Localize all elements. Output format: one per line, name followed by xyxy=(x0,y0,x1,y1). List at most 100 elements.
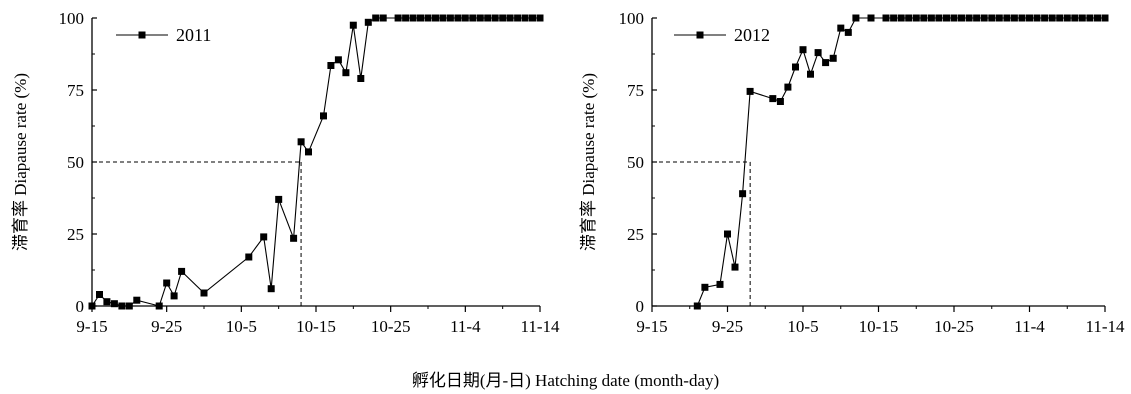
x-tick-label: 11-14 xyxy=(1085,317,1125,336)
data-point xyxy=(372,14,380,22)
data-point xyxy=(882,14,890,22)
series-line-2012 xyxy=(696,17,1105,307)
data-point xyxy=(305,148,312,156)
data-point xyxy=(1101,14,1109,22)
data-point xyxy=(320,112,327,120)
data-point xyxy=(890,14,898,22)
data-point xyxy=(958,14,965,22)
y-axis-label: 滞育率 Diapause rate (%) xyxy=(579,73,598,251)
data-point xyxy=(499,14,507,22)
data-point xyxy=(491,14,499,22)
x-tick-label: 10-25 xyxy=(934,317,974,336)
data-point xyxy=(731,263,739,271)
data-point xyxy=(973,14,981,22)
data-point xyxy=(267,285,275,293)
data-point xyxy=(110,300,118,308)
data-point xyxy=(103,298,111,306)
data-point xyxy=(769,95,777,103)
x-tick-label: 9-25 xyxy=(712,317,743,336)
data-point xyxy=(118,302,126,310)
data-point xyxy=(432,14,439,22)
data-point xyxy=(290,234,298,242)
x-tick-label: 11-14 xyxy=(520,317,560,336)
data-point xyxy=(521,14,529,22)
data-point xyxy=(950,14,958,22)
data-point xyxy=(96,291,103,298)
legend-label: 2012 xyxy=(734,25,770,45)
data-point xyxy=(1086,14,1094,22)
y-tick-label: 100 xyxy=(619,9,645,28)
data-point xyxy=(334,56,342,64)
series-line-2011 xyxy=(91,17,540,307)
data-point xyxy=(1003,14,1011,22)
data-point xyxy=(446,14,454,22)
x-tick-label: 9-15 xyxy=(636,317,667,336)
y-tick-label: 75 xyxy=(67,81,84,100)
y-tick-label: 0 xyxy=(636,297,645,316)
data-point xyxy=(799,46,807,54)
data-point xyxy=(724,230,731,238)
x-tick-label: 10-15 xyxy=(859,317,899,336)
data-point xyxy=(716,280,724,288)
shared-x-axis-label: 孵化日期(月-日) Hatching date (month-day) xyxy=(411,371,720,390)
data-point xyxy=(1041,14,1049,22)
data-point xyxy=(852,14,860,22)
x-tick-label: 9-25 xyxy=(151,317,182,336)
legend-marker xyxy=(696,31,704,39)
y-tick-label: 0 xyxy=(76,297,85,316)
x-tick-label: 10-5 xyxy=(226,317,257,336)
y-axis-label: 滞育率 Diapause rate (%) xyxy=(11,73,30,251)
data-point xyxy=(988,14,996,22)
data-point xyxy=(163,279,171,287)
data-point xyxy=(965,14,973,22)
chart-panel-1: 0 25 50 75 100 9-15 9-25 10-5 10-15 10-25 11-4 11-1… xyxy=(11,9,560,336)
x-tick-label: 11-4 xyxy=(450,317,481,336)
data-point xyxy=(1056,14,1064,22)
data-point xyxy=(275,195,283,203)
data-point xyxy=(844,28,852,36)
data-point xyxy=(776,98,784,105)
data-point xyxy=(792,63,799,71)
data-point xyxy=(439,14,447,22)
data-point xyxy=(133,296,141,304)
data-point xyxy=(417,14,424,22)
data-point xyxy=(814,49,822,57)
data-point xyxy=(454,14,462,22)
data-point xyxy=(867,14,875,22)
data-point xyxy=(935,14,943,22)
data-point xyxy=(260,233,268,241)
data-point xyxy=(912,14,920,22)
data-point xyxy=(506,14,514,22)
data-point xyxy=(529,14,536,22)
chart-panel-2: 0 25 50 75 100 9-15 9-25 10-5 10-15 10-25 11-4 11-1… xyxy=(579,9,1125,336)
data-point xyxy=(484,14,492,22)
data-point xyxy=(1026,14,1033,22)
y-tick-label: 25 xyxy=(627,225,644,244)
data-point xyxy=(514,14,522,22)
y-tick-label: 50 xyxy=(627,153,644,172)
data-point xyxy=(837,24,845,32)
data-point xyxy=(476,14,484,22)
x-tick-label: 10-15 xyxy=(296,317,336,336)
data-point xyxy=(342,69,350,77)
data-point xyxy=(409,14,417,22)
y-tick-label: 100 xyxy=(59,9,85,28)
y-tick-label: 50 xyxy=(67,153,84,172)
data-point xyxy=(245,253,253,261)
data-point xyxy=(424,14,432,22)
data-point xyxy=(1010,14,1018,22)
data-point xyxy=(995,14,1003,22)
data-point xyxy=(1094,14,1101,22)
data-point xyxy=(88,302,96,310)
y-tick-label: 75 xyxy=(627,81,644,100)
data-point xyxy=(536,14,544,22)
y-tick-label: 25 xyxy=(67,225,84,244)
data-point xyxy=(701,283,709,291)
data-point xyxy=(897,14,905,22)
data-point xyxy=(155,302,163,310)
data-point xyxy=(1048,14,1056,22)
data-point xyxy=(980,14,988,22)
data-point xyxy=(920,14,928,22)
data-point xyxy=(402,14,410,22)
